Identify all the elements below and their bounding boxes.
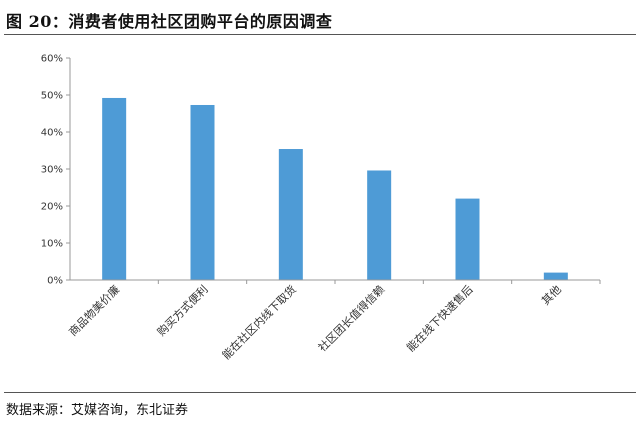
bar-chart: 0% 10% 20% 30% 40% 50% 60% 商品物美价廉 购买方式便利 能在社区内线下… xyxy=(41,54,601,362)
y-tick-label: 60% xyxy=(41,54,63,65)
data-source: 数据来源：艾媒咨询，东北证券 xyxy=(6,403,189,418)
bars xyxy=(102,97,568,281)
x-tick-label: 能在社区内线下取货 xyxy=(219,282,299,362)
x-tick-label: 购买方式便利 xyxy=(154,282,211,339)
bar xyxy=(190,104,215,281)
bar xyxy=(278,149,303,280)
x-tick-label: 能在线下快速售后 xyxy=(403,282,475,354)
title-rule xyxy=(4,34,636,35)
y-tick-label: 40% xyxy=(41,128,63,139)
x-tick-label: 社区团长值得信赖 xyxy=(315,282,387,354)
x-tick-label: 其他 xyxy=(539,283,564,308)
y-axis: 0% 10% 20% 30% 40% 50% 60% xyxy=(41,54,71,287)
bar xyxy=(543,272,568,280)
source-rule xyxy=(4,392,636,393)
y-tick-label: 50% xyxy=(41,91,63,102)
bar xyxy=(455,198,480,280)
bar xyxy=(367,170,392,280)
y-tick-label: 10% xyxy=(41,239,63,250)
x-tick-label: 商品物美价廉 xyxy=(66,282,123,339)
figure-title: 图 20：消费者使用社区团购平台的原因调查 xyxy=(6,12,333,31)
y-tick-label: 30% xyxy=(41,165,63,176)
x-axis: 商品物美价廉 购买方式便利 能在社区内线下取货 社区团长值得信赖 能在线下快速售后 其他 xyxy=(66,279,601,362)
y-tick-label: 0% xyxy=(47,276,63,287)
bar xyxy=(102,97,127,281)
y-tick-label: 20% xyxy=(41,202,63,213)
